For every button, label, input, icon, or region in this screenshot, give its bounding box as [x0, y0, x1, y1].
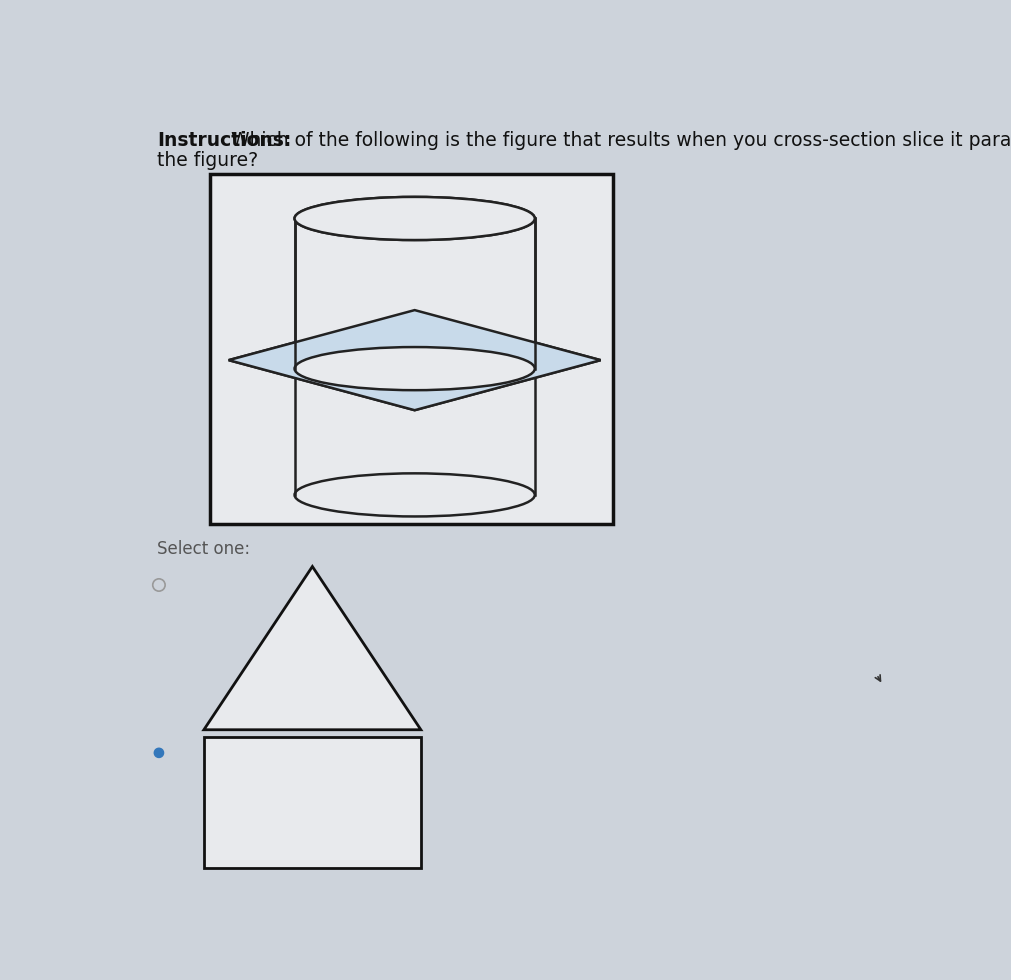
Text: Select one:: Select one:	[158, 540, 251, 558]
Bar	[210, 173, 613, 524]
Polygon shape	[228, 310, 601, 411]
Text: Which of the following is the figure that results when you cross-section slice i: Which of the following is the figure tha…	[224, 131, 1011, 151]
Polygon shape	[204, 566, 421, 730]
Ellipse shape	[294, 197, 535, 240]
Bar	[294, 361, 535, 495]
Ellipse shape	[294, 347, 535, 390]
Circle shape	[155, 749, 164, 758]
Ellipse shape	[294, 347, 535, 390]
Text: Instructions:: Instructions:	[158, 131, 292, 151]
Bar	[204, 738, 421, 868]
Ellipse shape	[294, 473, 535, 516]
Polygon shape	[228, 310, 601, 411]
Ellipse shape	[294, 197, 535, 240]
Bar	[294, 219, 535, 368]
Text: the figure?: the figure?	[158, 152, 259, 171]
